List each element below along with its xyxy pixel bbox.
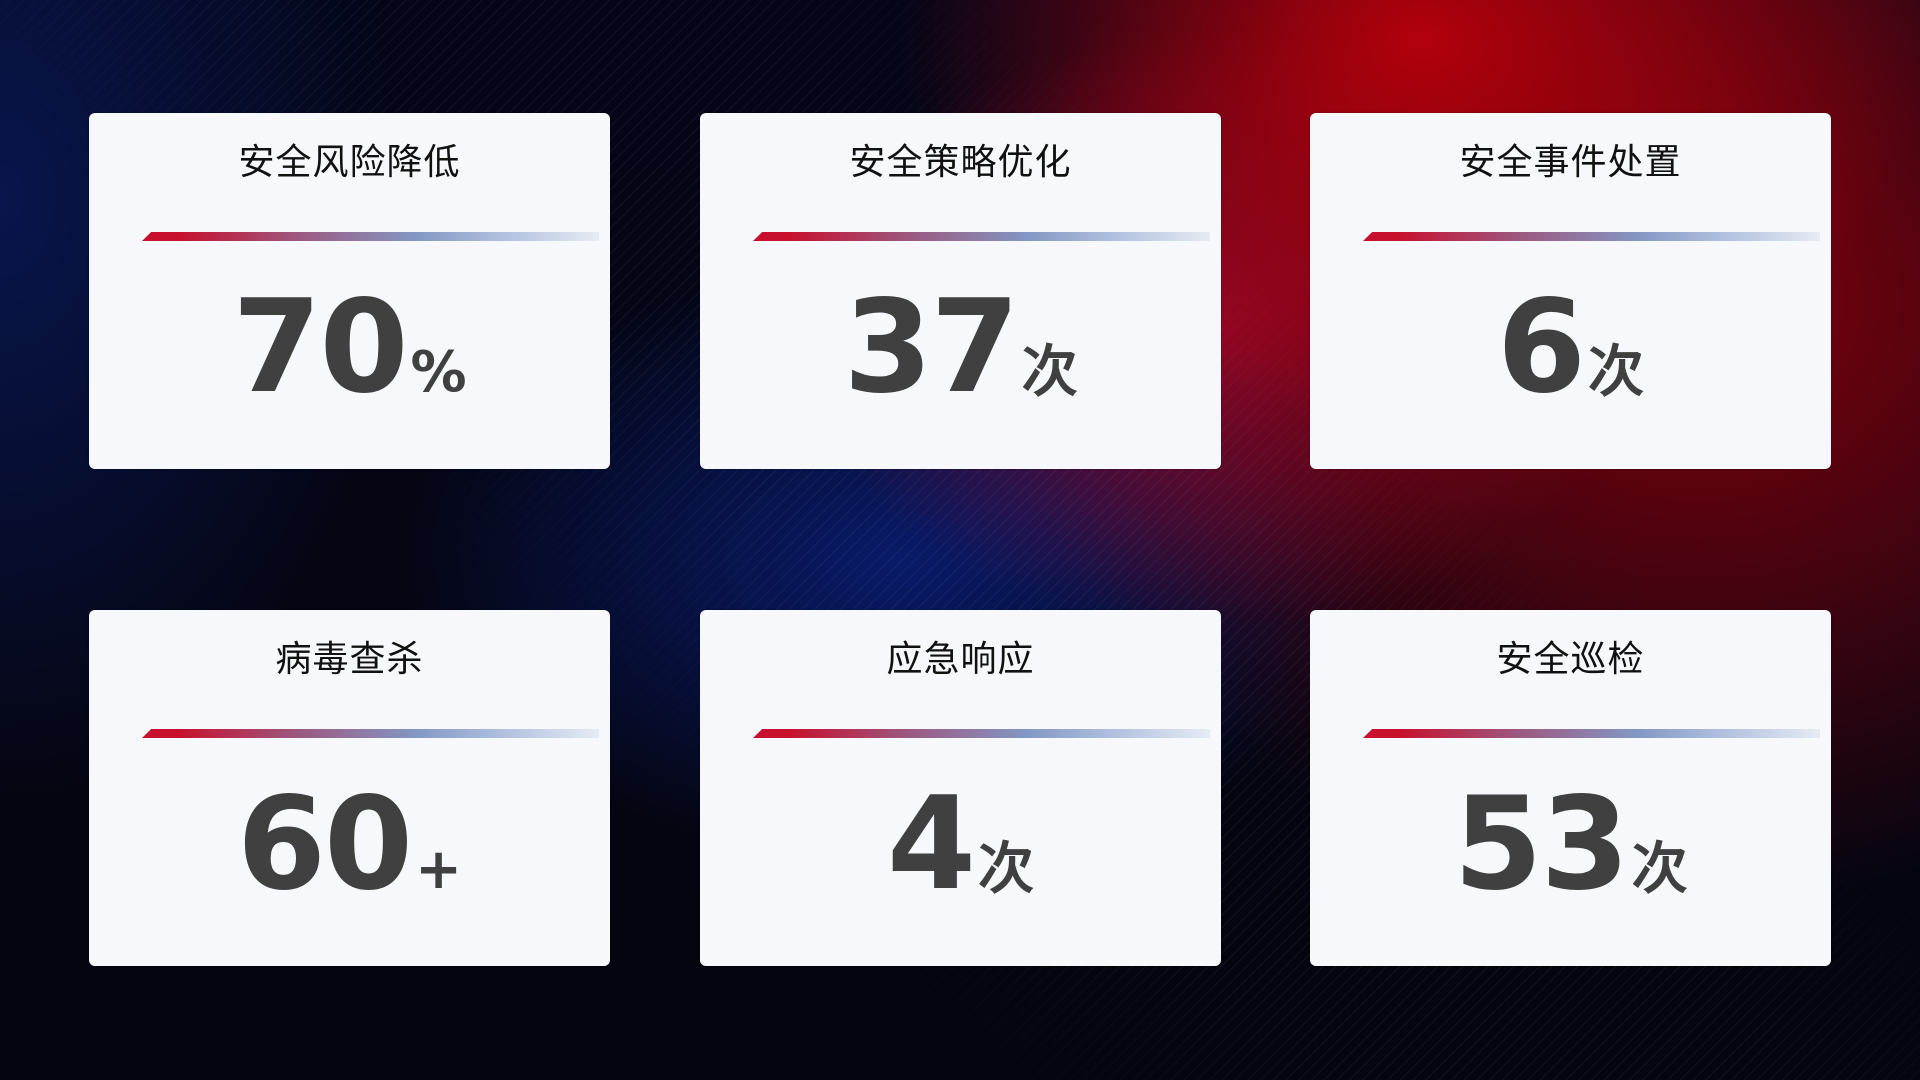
card-divider (142, 729, 599, 738)
card-value: 37次 (700, 273, 1221, 422)
stat-card-policy-optimization: 安全策略优化 37次 (700, 113, 1221, 469)
card-title: 安全策略优化 (849, 142, 1072, 183)
value-unit: % (410, 340, 467, 405)
card-divider (753, 729, 1210, 738)
card-value: 70% (89, 273, 610, 422)
card-title: 安全巡检 (1496, 639, 1645, 680)
value-unit: 次 (1588, 340, 1645, 405)
value-number: 4 (886, 770, 976, 919)
value-number: 37 (843, 273, 1019, 422)
value-unit: + (415, 837, 463, 902)
value-number: 60 (236, 770, 413, 919)
card-value: 4次 (700, 770, 1221, 919)
card-value: 60+ (89, 770, 610, 919)
stat-card-security-patrol: 安全巡检 53次 (1310, 610, 1831, 966)
value-unit: 次 (1021, 340, 1078, 405)
card-value: 6次 (1310, 273, 1831, 422)
value-number: 6 (1496, 273, 1586, 422)
card-title: 病毒查杀 (275, 639, 424, 680)
value-number: 53 (1453, 770, 1629, 919)
card-title: 安全事件处置 (1459, 142, 1682, 183)
card-divider (753, 232, 1210, 241)
stat-card-virus-removal: 病毒查杀 60+ (89, 610, 610, 966)
stat-card-risk-reduction: 安全风险降低 70% (89, 113, 610, 469)
value-number: 70 (232, 273, 408, 422)
value-unit: 次 (1631, 837, 1688, 902)
card-divider (1363, 232, 1820, 241)
stat-card-incident-handling: 安全事件处置 6次 (1310, 113, 1831, 469)
card-title: 安全风险降低 (238, 142, 461, 183)
card-title: 应急响应 (886, 639, 1035, 680)
stat-card-emergency-response: 应急响应 4次 (700, 610, 1221, 966)
card-value: 53次 (1310, 770, 1831, 919)
card-divider (1363, 729, 1820, 738)
value-unit: 次 (978, 837, 1035, 902)
card-divider (142, 232, 599, 241)
